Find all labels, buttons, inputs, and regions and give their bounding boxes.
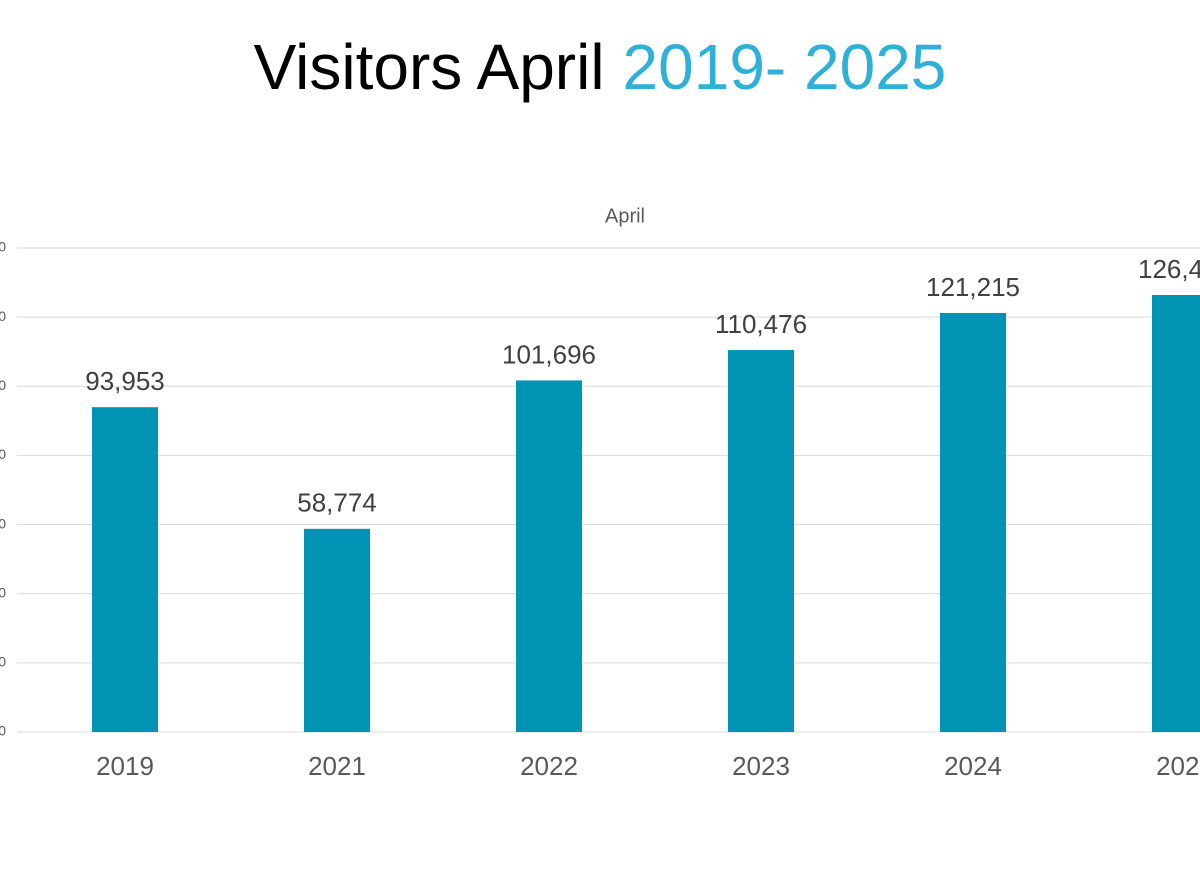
y-tick-label: 20,000	[0, 654, 6, 670]
chart-subtitle: April	[605, 205, 645, 227]
title-text: Visitors April	[254, 31, 605, 103]
bar	[516, 380, 582, 732]
chart-title: Visitors April 2019- 2025	[254, 31, 947, 103]
y-tick-label: 80,000	[0, 446, 6, 462]
bar	[728, 350, 794, 732]
bar	[940, 312, 1006, 732]
value-label: 101,696	[502, 339, 596, 369]
x-tick-label: 2024	[944, 751, 1002, 781]
value-label: 126,400	[1138, 254, 1200, 284]
value-label: 121,215	[926, 272, 1020, 302]
x-tick-label: 2025	[1156, 751, 1200, 781]
value-label: 110,476	[715, 309, 807, 339]
y-tick-label: 0	[0, 723, 6, 739]
y-tick-label: 120,000	[0, 308, 6, 324]
y-tick-label: 100,000	[0, 377, 6, 393]
x-tick-label: 2019	[96, 751, 154, 781]
y-tick-label: 140,000	[0, 239, 6, 255]
bar	[92, 407, 158, 732]
bar	[1152, 295, 1200, 732]
value-label: 58,774	[297, 488, 377, 518]
y-tick-label: 60,000	[0, 515, 6, 531]
x-tick-label: 2021	[308, 751, 366, 781]
x-tick-label: 2022	[520, 751, 578, 781]
value-label: 93,953	[85, 366, 165, 396]
bar	[304, 528, 370, 732]
y-tick-label: 40,000	[0, 584, 6, 600]
x-tick-label: 2023	[732, 751, 790, 781]
title-highlight: 2019- 2025	[623, 31, 947, 103]
